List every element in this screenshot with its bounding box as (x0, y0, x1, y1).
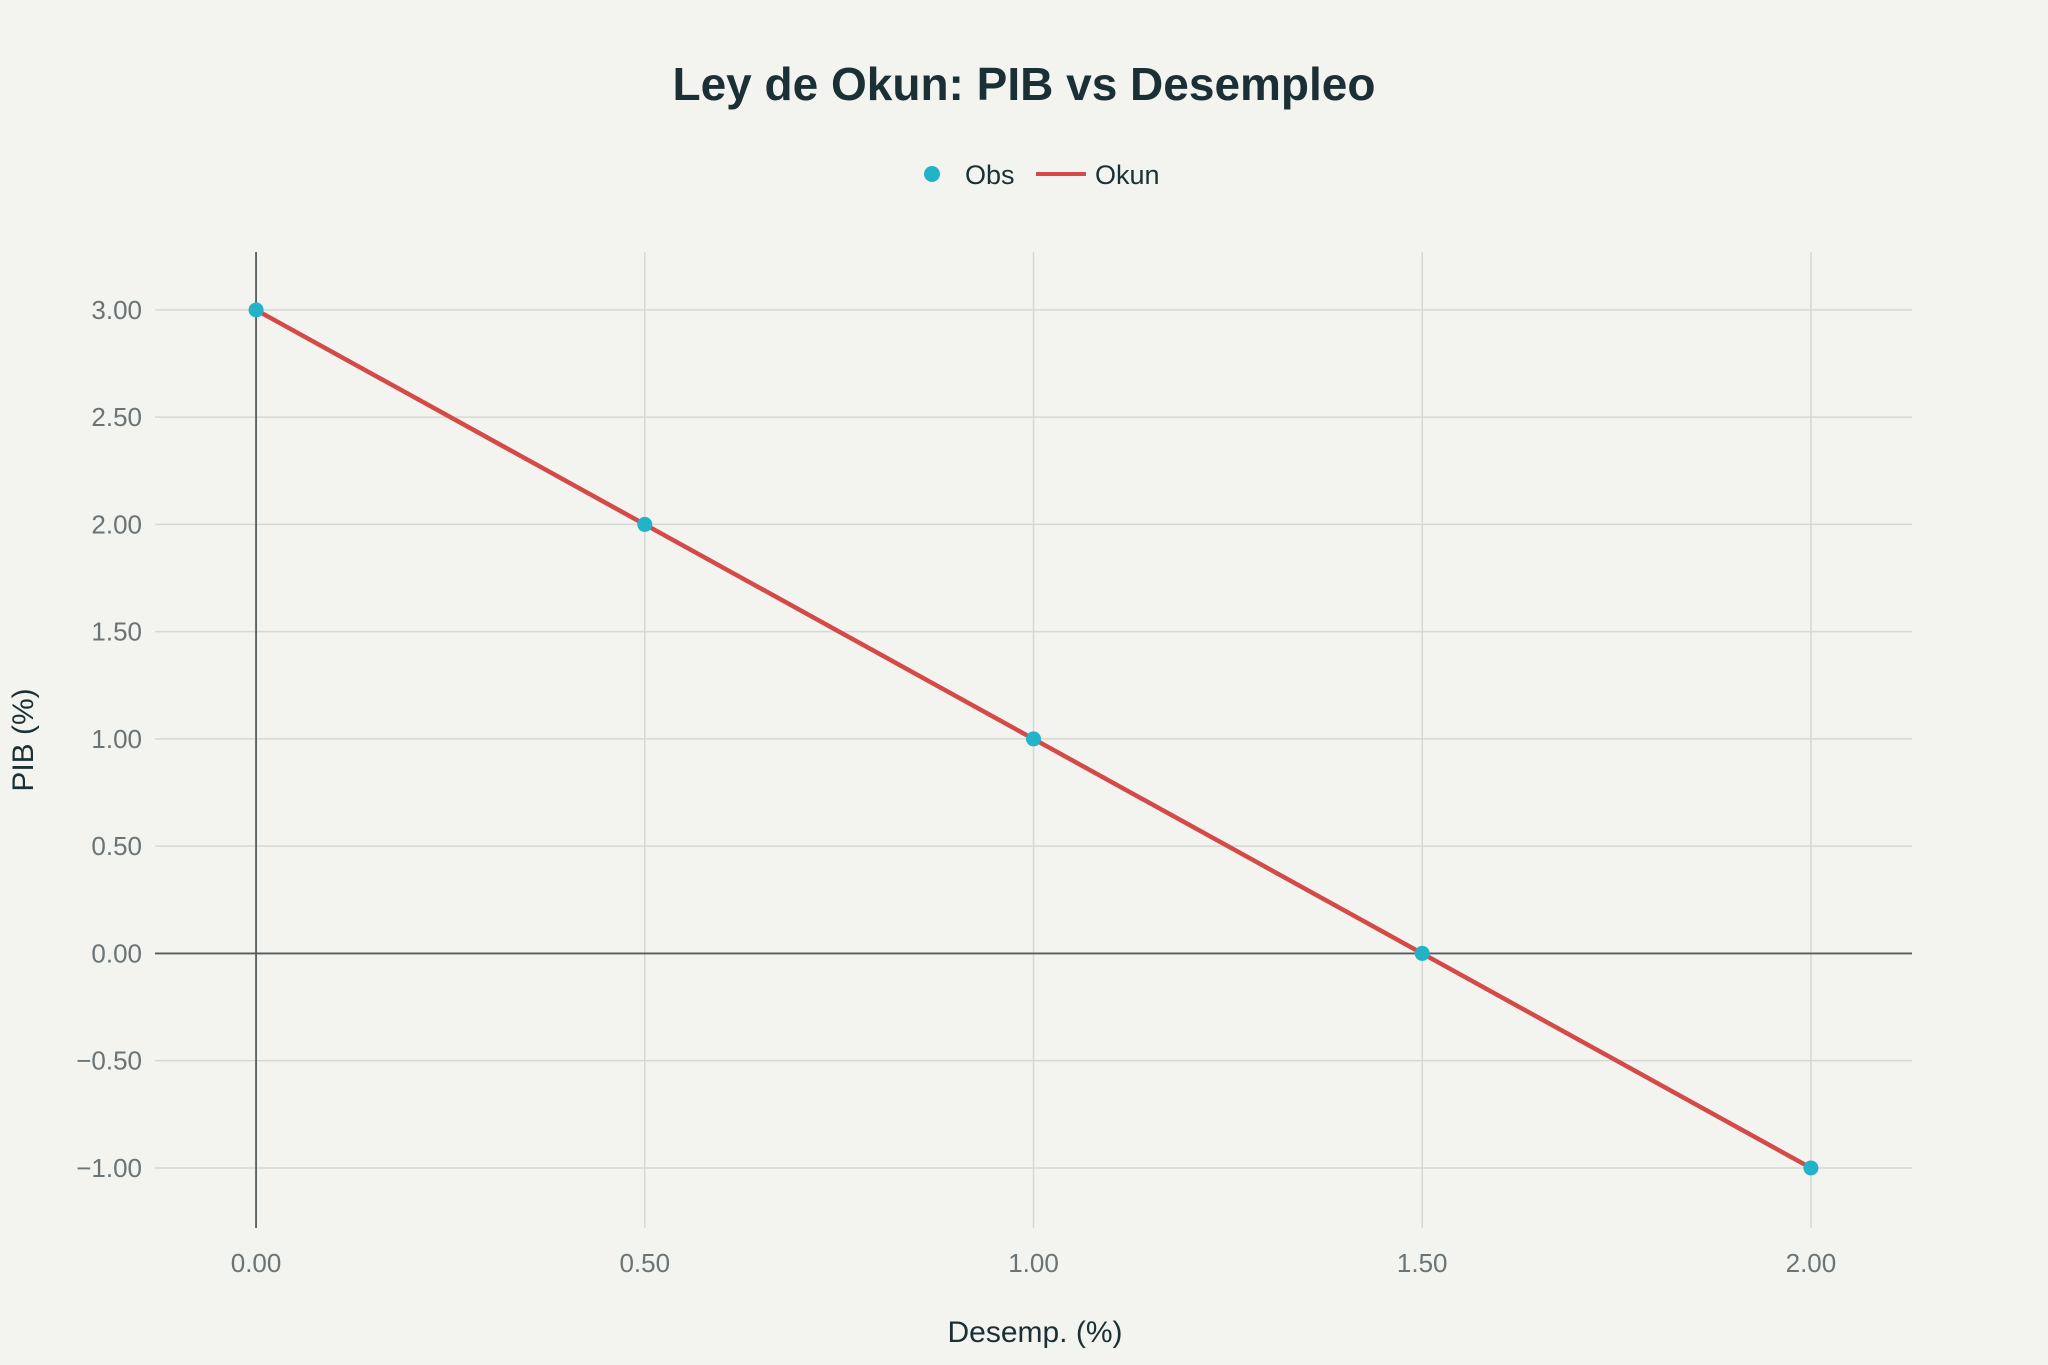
legend[interactable]: Obs Okun (924, 160, 1160, 190)
y-tick-label: 0.00 (91, 938, 142, 968)
data-point-obs[interactable] (637, 516, 653, 532)
y-tick-label: 2.00 (91, 509, 142, 539)
legend-item-obs[interactable]: Obs (924, 160, 1015, 190)
y-tick-label: −1.00 (76, 1153, 142, 1183)
y-tick-label: 2.50 (91, 402, 142, 432)
data-point-obs[interactable] (248, 302, 264, 318)
x-axis-title: Desemp. (%) (947, 1316, 1122, 1349)
y-tick-label: 0.50 (91, 831, 142, 861)
legend-item-okun[interactable]: Okun (1036, 160, 1160, 190)
y-axis-title: PIB (%) (7, 688, 40, 791)
legend-label-okun: Okun (1095, 160, 1160, 190)
y-tick-label: 3.00 (91, 295, 142, 325)
y-tick-label: 1.50 (91, 617, 142, 647)
y-tick-label: 1.00 (91, 724, 142, 754)
x-tick-label: 1.00 (1008, 1248, 1059, 1278)
zero-lines (155, 252, 1912, 1228)
data-point-obs[interactable] (1026, 731, 1041, 747)
x-tick-label: 2.00 (1786, 1248, 1837, 1278)
y-axis-ticks: −1.00 −0.50 0.00 0.50 1.00 1.50 2.00 2.50 3.00 (76, 295, 142, 1183)
x-tick-label: 0.00 (231, 1248, 282, 1278)
x-axis-ticks: 0.00 0.50 1.00 1.50 2.00 (231, 1248, 1836, 1278)
legend-label-obs: Obs (965, 160, 1015, 190)
series-layer (248, 302, 1819, 1176)
y-tick-label: −0.50 (76, 1046, 142, 1076)
x-tick-label: 1.50 (1397, 1248, 1448, 1278)
x-tick-label: 0.50 (619, 1248, 670, 1278)
data-point-obs[interactable] (1414, 945, 1430, 961)
plot-area[interactable] (155, 252, 1912, 1228)
data-point-obs[interactable] (1803, 1160, 1819, 1176)
legend-marker-obs (924, 166, 940, 182)
chart-title: Ley de Okun: PIB vs Desempleo (672, 58, 1375, 110)
